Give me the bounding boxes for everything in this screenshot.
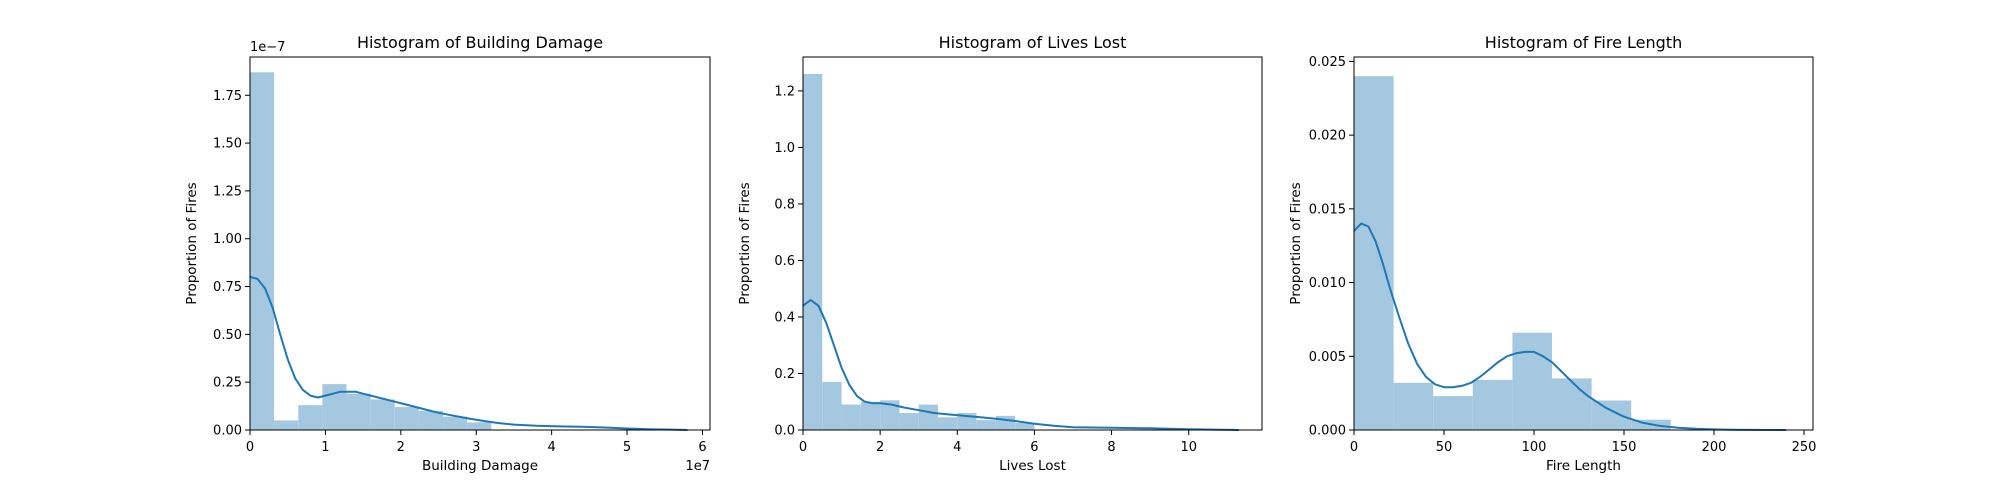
x-tick-label: 4 (953, 440, 961, 455)
y-tick-label: 0.000 (1309, 424, 1346, 439)
x-tick-label: 5 (623, 440, 631, 455)
histogram-bar (938, 417, 958, 430)
x-axis-label: Fire Length (1546, 458, 1621, 474)
histogram-bar (250, 72, 275, 431)
y-tick-label: 1.25 (213, 184, 242, 199)
kde-curve (802, 299, 1239, 431)
y-tick-label: 0.010 (1309, 276, 1346, 291)
x-tick-label: 6 (698, 440, 706, 455)
histogram-bar (841, 404, 861, 430)
chart-title: Histogram of Fire Length (1485, 33, 1682, 52)
axes-frame (249, 56, 711, 431)
x-axis-label: Lives Lost (999, 458, 1066, 474)
x-tick-label: 0 (1350, 440, 1358, 455)
histogram-bar (860, 401, 881, 430)
histogram-bar (995, 415, 1016, 430)
histogram-bar (1591, 400, 1632, 430)
x-offset-label: 1e7 (685, 459, 710, 474)
histogram-bar (370, 399, 395, 430)
x-tick-label: 50 (1436, 440, 1453, 455)
histogram-bar (274, 420, 299, 430)
x-tick-label: 4 (547, 440, 555, 455)
y-tick-label: 0.005 (1309, 350, 1346, 365)
x-tick-label: 2 (397, 440, 405, 455)
histogram-bar (918, 404, 938, 430)
y-tick-label: 0.025 (1309, 55, 1346, 70)
axes-frame (802, 56, 1263, 431)
histogram-bar (1354, 76, 1394, 430)
y-tick-label: 1.00 (213, 232, 242, 247)
histogram-bar (443, 416, 468, 430)
y-tick-label: 0.6 (774, 254, 795, 269)
x-tick-label: 150 (1612, 440, 1637, 455)
histogram-bar (803, 73, 823, 431)
x-tick-label: 100 (1522, 440, 1547, 455)
y-tick-label: 0.015 (1309, 202, 1346, 217)
x-tick-label: 200 (1702, 440, 1727, 455)
y-tick-label: 0.00 (213, 424, 242, 439)
y-tick-label: 0.0 (774, 424, 795, 439)
chart-title: Histogram of Lives Lost (939, 33, 1127, 52)
y-axis-label: Proportion of Fires (184, 182, 200, 304)
x-tick-label: 0 (246, 440, 254, 455)
chart-building-damage: 0 1 2 3 4 5 6 0.00 0.25 0.50 0.75 1.00 1.25 1.50 1.75 H… (184, 33, 711, 474)
histogram-bar (298, 405, 323, 430)
x-tick-label: 0 (799, 440, 807, 455)
y-tick-label: 0.75 (213, 280, 242, 295)
histogram-bar (976, 420, 996, 430)
histogram-bar (1552, 378, 1592, 430)
x-tick-label: 10 (1180, 440, 1197, 455)
axes-frame (1353, 56, 1814, 431)
histogram-bar (1015, 422, 1035, 430)
x-tick-label: 6 (1030, 440, 1038, 455)
kde-curve (1353, 222, 1787, 431)
y-tick-label: 0.4 (774, 310, 795, 325)
y-tick-label: 1.0 (774, 141, 795, 156)
x-tick-label: 1 (321, 440, 329, 455)
y-tick-label: 0.8 (774, 197, 795, 212)
y-tick-label: 1.50 (213, 137, 242, 152)
y-axis-label: Proportion of Fires (737, 182, 753, 304)
x-tick-label: 250 (1792, 440, 1817, 455)
histogram-bar (346, 393, 371, 430)
y-tick-label: 0.2 (774, 367, 795, 382)
y-tick-label: 1.75 (213, 89, 242, 104)
y-tick-label: 0.020 (1309, 129, 1346, 144)
histogram-bar (1433, 396, 1473, 430)
histogram-bar (880, 400, 900, 430)
histogram-bar (394, 407, 419, 430)
histogram-bar (1393, 382, 1434, 430)
histogram-bar (1472, 379, 1513, 430)
y-offset-label: 1e−7 (250, 40, 285, 55)
y-axis-label: Proportion of Fires (1288, 182, 1304, 304)
y-tick-label: 0.25 (213, 376, 242, 391)
x-tick-label: 2 (876, 440, 884, 455)
histogram-bar (1512, 332, 1552, 430)
histogram-bar (899, 413, 919, 430)
histogram-bar (822, 381, 842, 430)
x-axis-label: Building Damage (422, 458, 538, 474)
y-tick-label: 1.2 (774, 84, 795, 99)
histogram-bar (418, 410, 444, 430)
chart-title: Histogram of Building Damage (357, 33, 603, 52)
chart-fire-length: 0 50 100 150 200 250 0.000 0.005 0.010 0.015 0.020… (1288, 33, 1816, 474)
y-tick-label: 0.50 (213, 328, 242, 343)
chart-lives-lost: 0 2 4 6 8 10 0.0 0.2 0.4 0.6 0.8 1.0 1.2 Histogram of… (737, 33, 1263, 474)
histogram-bar (467, 422, 492, 430)
kde-curve (249, 276, 688, 431)
x-tick-label: 3 (472, 440, 480, 455)
x-tick-label: 8 (1107, 440, 1115, 455)
